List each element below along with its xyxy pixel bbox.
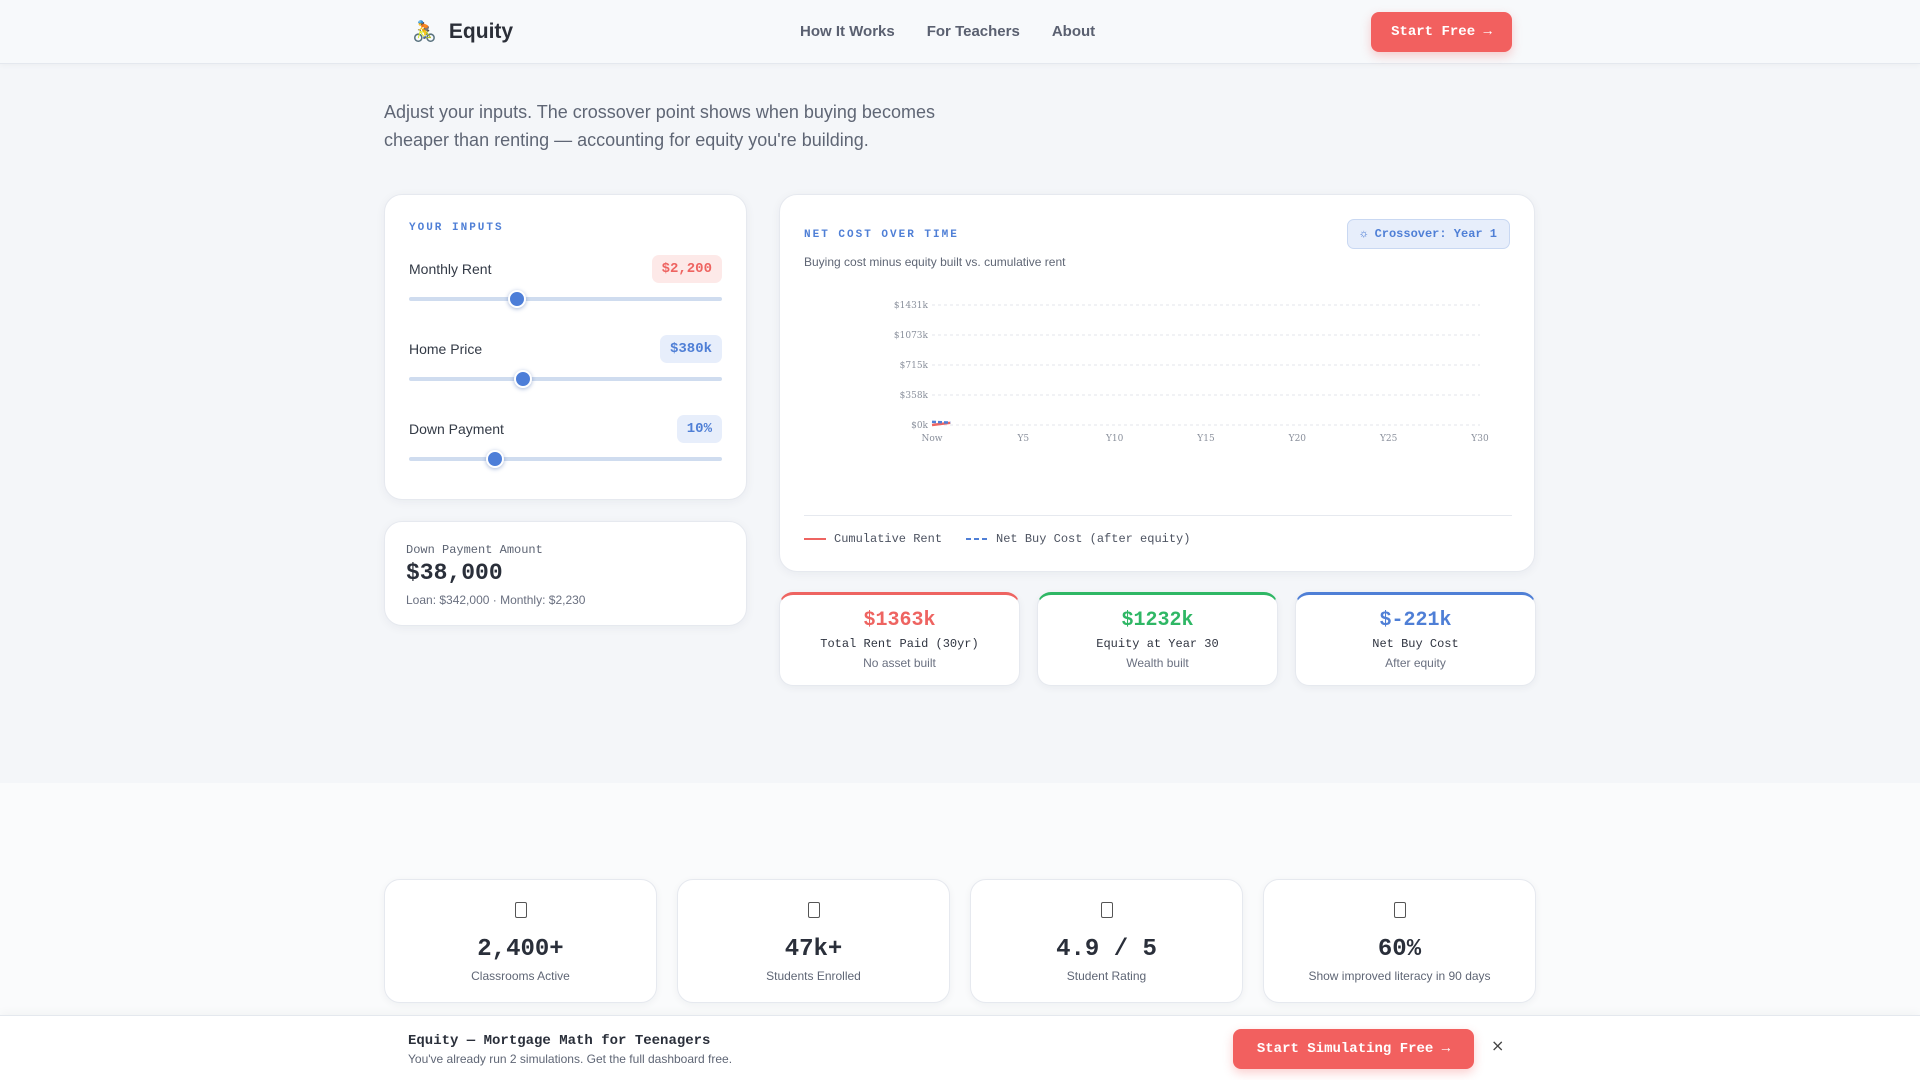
metric-value: 47k+	[784, 936, 843, 963]
stat-label: Total Rent Paid (30yr)	[820, 637, 979, 651]
home-price-slider-thumb[interactable]	[514, 370, 533, 388]
legend-net-buy-cost: Net Buy Cost (after equity)	[966, 532, 1190, 546]
x-tick-label: Y30	[1470, 434, 1489, 444]
metric-label: Classrooms Active	[471, 969, 570, 983]
stat-sub: After equity	[1385, 656, 1446, 670]
legend-cumulative-rent-label: Cumulative Rent	[834, 532, 943, 546]
down-payment-label: Down Payment	[409, 421, 504, 437]
chart-subtitle: Buying cost minus equity built vs. cumul…	[804, 255, 1066, 269]
x-tick-label: Y25	[1379, 434, 1398, 444]
down-payment-value: 10%	[676, 415, 722, 443]
start-simulating-button[interactable]: Start Simulating Free →	[1233, 1029, 1474, 1069]
hero-subtitle: Adjust your inputs. The crossover point …	[384, 102, 935, 150]
y-tick-label: $1431k	[894, 301, 929, 311]
down-payment-slider[interactable]	[409, 450, 722, 468]
y-tick-label: $715k	[900, 361, 929, 371]
classroom-icon	[385, 902, 656, 923]
stat-sub: No asset built	[863, 656, 936, 670]
metric-card-students: 47k+ Students Enrolled	[677, 879, 950, 1003]
star-icon	[971, 902, 1242, 923]
nav-link-how-it-works[interactable]: How It Works	[800, 23, 895, 40]
home-price-label: Home Price	[409, 341, 483, 357]
stat-card-net-buy-cost: $-221k Net Buy Cost After equity	[1295, 592, 1536, 686]
banner-title: Equity — Mortgage Math for Teenagers	[408, 1033, 711, 1049]
nav-link-for-teachers[interactable]: For Teachers	[926, 23, 1020, 40]
legend-solid-swatch	[804, 538, 826, 540]
metric-card-rating: 4.9 / 5 Student Rating	[970, 879, 1243, 1003]
x-tick-label: Y20	[1288, 434, 1307, 444]
legend-net-buy-cost-label: Net Buy Cost (after equity)	[996, 532, 1191, 546]
monthly-rent-label: Monthly Rent	[409, 261, 492, 277]
metric-value: 4.9 / 5	[1056, 936, 1157, 963]
stat-value: $-221k	[1379, 609, 1452, 632]
inputs-section-label: YOUR INPUTS	[409, 222, 504, 234]
x-tick-label: Y10	[1105, 434, 1124, 444]
stat-card-equity: $1232k Equity at Year 30 Wealth built	[1037, 592, 1278, 686]
cyclist-icon: 🚴	[412, 21, 437, 43]
loan-summary: Loan: $342,000 · Monthly: $2,230	[406, 593, 586, 607]
stat-value: $1232k	[1121, 609, 1194, 632]
chart-section-label: NET COST OVER TIME	[804, 229, 959, 241]
monthly-rent-slider-thumb[interactable]	[507, 290, 526, 308]
stat-sub: Wealth built	[1126, 656, 1189, 670]
metric-value: 60%	[1377, 936, 1422, 963]
stat-label: Equity at Year 30	[1096, 637, 1219, 651]
monthly-rent-value: $2,200	[651, 255, 722, 283]
stat-card-total-rent: $1363k Total Rent Paid (30yr) No asset b…	[779, 592, 1020, 686]
series-net-buy-cost	[931, 420, 951, 424]
legend-cumulative-rent: Cumulative Rent	[804, 532, 942, 546]
down-payment-amount-card: Down Payment Amount $38,000 Loan: $342,0…	[384, 521, 747, 626]
y-tick-label: $1073k	[894, 331, 929, 341]
nav-link-about[interactable]: About	[1051, 23, 1096, 40]
down-payment-slider-thumb[interactable]	[486, 450, 505, 468]
top-nav: 🚴 Equity How It Works For Teachers About…	[0, 0, 1920, 64]
brand[interactable]: 🚴 Equity	[412, 18, 513, 46]
net-cost-chart-card: NET COST OVER TIME ☼ Crossover: Year 1 B…	[779, 194, 1535, 572]
stat-value: $1363k	[863, 609, 936, 632]
x-tick-label: Y15	[1196, 434, 1215, 444]
x-tick-label: Y5	[1016, 434, 1029, 444]
metric-value: 2,400+	[477, 936, 564, 963]
chart-legend: Cumulative Rent Net Buy Cost (after equi…	[804, 532, 1190, 546]
x-tick-label: Now	[922, 434, 943, 444]
signup-banner: Equity — Mortgage Math for Teenagers You…	[0, 1015, 1920, 1080]
stat-label: Net Buy Cost	[1372, 637, 1459, 651]
metric-label: Students Enrolled	[766, 969, 861, 983]
nav-links: How It Works For Teachers About	[800, 22, 1095, 42]
chart-divider	[804, 515, 1512, 516]
banner-subtitle: You've already run 2 simulations. Get th…	[408, 1052, 733, 1066]
brand-name: Equity	[448, 20, 514, 43]
net-cost-line-chart: $0k $358k $715k $1073k $1431k Now Y5 Y10 Y15 Y20 Y…	[894, 301, 1489, 444]
metric-card-classrooms: 2,400+ Classrooms Active	[384, 879, 657, 1003]
metric-label: Student Rating	[1066, 969, 1147, 983]
monthly-rent-slider[interactable]	[409, 290, 722, 308]
down-payment-amount-value: $38,000	[406, 560, 503, 586]
start-free-button[interactable]: Start Free →	[1371, 12, 1512, 52]
students-icon	[678, 902, 949, 923]
y-tick-label: $0k	[911, 421, 928, 431]
y-tick-label: $358k	[900, 391, 929, 401]
home-price-value: $380k	[659, 335, 722, 363]
metric-card-literacy: 60% Show improved literacy in 90 days	[1263, 879, 1536, 1003]
inputs-card: YOUR INPUTS Monthly Rent $2,200 Home Pri…	[384, 194, 747, 500]
chart-icon	[1264, 902, 1535, 923]
home-price-slider[interactable]	[409, 370, 722, 388]
close-icon[interactable]: ×	[1491, 1036, 1505, 1055]
metric-label: Show improved literacy in 90 days	[1308, 969, 1491, 983]
down-payment-amount-label: Down Payment Amount	[406, 543, 543, 557]
crossover-badge: ☼ Crossover: Year 1	[1347, 219, 1510, 249]
legend-dashed-swatch	[966, 538, 989, 540]
